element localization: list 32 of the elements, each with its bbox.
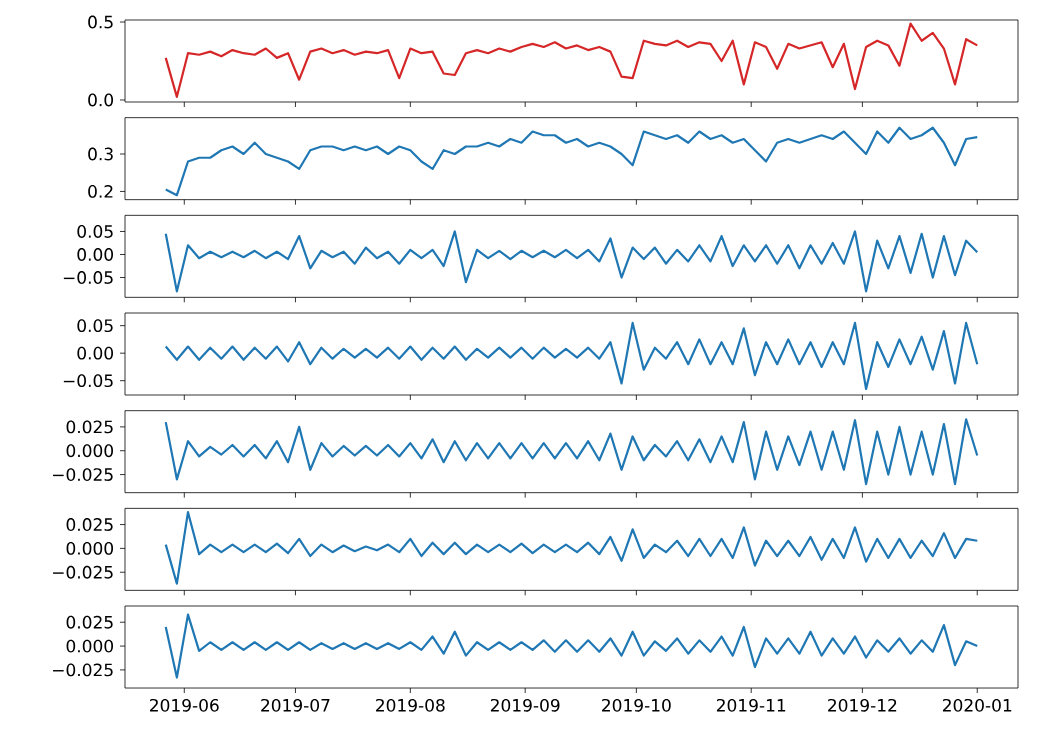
x-tick-label: 2019-08 xyxy=(376,698,445,712)
y-tick-label: −0.05 xyxy=(63,271,113,284)
y-tick-label: 0.025 xyxy=(66,615,113,629)
line-series xyxy=(164,321,979,391)
y-tick-label: 0.00 xyxy=(77,248,114,261)
y-tick-label: 0.0 xyxy=(88,93,114,107)
y-tick-label: 0.000 xyxy=(66,541,113,555)
x-tick-label: 2019-10 xyxy=(602,698,671,712)
line-series xyxy=(164,230,979,293)
y-tick-label: −0.05 xyxy=(63,374,113,388)
x-tick-label: 2019-07 xyxy=(261,698,330,712)
line-series xyxy=(164,613,979,679)
y-tick-label: 0.000 xyxy=(66,444,113,458)
x-tick-label: 2020-01 xyxy=(942,698,1012,712)
y-tick-label: −0.025 xyxy=(53,468,113,481)
x-tick-label: 2019-12 xyxy=(828,698,897,712)
y-tick-label: 0.05 xyxy=(77,319,113,333)
y-tick-label: 0.5 xyxy=(88,15,113,29)
y-tick-label: 0.3 xyxy=(88,147,113,161)
x-tick-label: 2019-06 xyxy=(150,698,219,712)
y-tick-label: −0.025 xyxy=(53,565,113,579)
x-tick-label: 2019-11 xyxy=(716,698,786,712)
y-tick-label: 0.05 xyxy=(77,225,113,238)
line-series xyxy=(164,511,979,585)
y-tick-label: 0.2 xyxy=(88,184,113,198)
y-tick-label: 0.025 xyxy=(66,420,113,434)
y-tick-label: 0.000 xyxy=(66,639,113,653)
line-series xyxy=(164,418,979,486)
y-tick-label: 0.025 xyxy=(66,518,113,531)
x-tick-label: 2019-09 xyxy=(490,698,560,712)
y-tick-label: 0.00 xyxy=(77,346,114,360)
y-tick-label: −0.025 xyxy=(53,663,113,677)
